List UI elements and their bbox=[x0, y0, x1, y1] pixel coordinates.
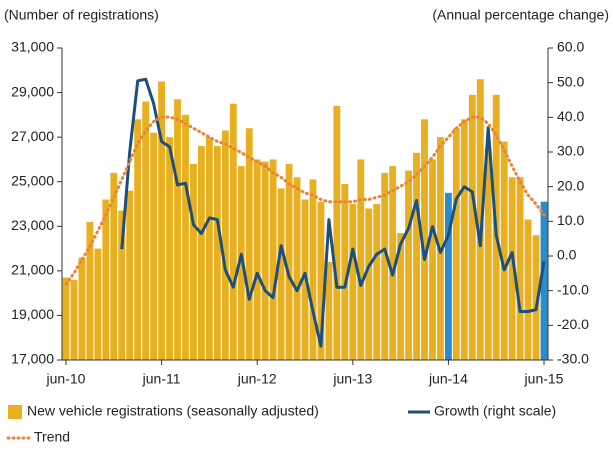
bar bbox=[198, 146, 205, 360]
y-tick-label: 31,000 bbox=[11, 39, 54, 55]
bar bbox=[317, 201, 325, 360]
bar bbox=[333, 105, 341, 360]
bar bbox=[229, 103, 237, 360]
y2-tick-label: 40.0 bbox=[557, 108, 584, 124]
bar bbox=[78, 257, 86, 360]
y-tick-label: 19,000 bbox=[11, 306, 54, 322]
bar bbox=[118, 210, 126, 360]
y-tick-label: 21,000 bbox=[11, 262, 54, 278]
bar bbox=[253, 159, 261, 360]
y2-tick-label: 50.0 bbox=[557, 73, 584, 89]
y2-tick-label: 10.0 bbox=[557, 212, 584, 228]
bar bbox=[349, 204, 357, 360]
y2-tick-label: 20.0 bbox=[557, 177, 584, 193]
bar bbox=[484, 148, 492, 360]
x-tick-label: jun-15 bbox=[524, 371, 564, 387]
bar bbox=[293, 177, 301, 360]
legend-swatch bbox=[8, 405, 22, 419]
bar bbox=[421, 119, 428, 360]
y-tick-label: 29,000 bbox=[11, 83, 54, 99]
bar bbox=[405, 170, 412, 360]
bar bbox=[94, 248, 102, 360]
bar bbox=[221, 130, 229, 360]
bar bbox=[213, 146, 221, 360]
y2-tick-label: -20.0 bbox=[557, 316, 589, 332]
bar bbox=[158, 81, 166, 360]
bar bbox=[516, 177, 524, 360]
x-tick-label: jun-10 bbox=[46, 371, 86, 387]
x-tick-label: jun-14 bbox=[428, 371, 468, 387]
bar bbox=[166, 137, 173, 360]
bar bbox=[365, 208, 373, 360]
bar bbox=[357, 159, 365, 360]
bar bbox=[269, 159, 277, 360]
bar bbox=[285, 163, 293, 360]
bar bbox=[190, 163, 197, 360]
bar bbox=[524, 219, 532, 360]
bar bbox=[460, 119, 468, 360]
y-axis-title: (Number of registrations) bbox=[4, 7, 159, 23]
legend-label: New vehicle registrations (seasonally ad… bbox=[27, 403, 319, 419]
bar bbox=[205, 137, 213, 360]
bar bbox=[182, 114, 189, 360]
bar bbox=[142, 101, 150, 360]
bar bbox=[309, 179, 317, 360]
bar bbox=[245, 128, 253, 360]
bar bbox=[468, 94, 476, 361]
bar bbox=[150, 132, 158, 360]
y-tick-label: 27,000 bbox=[11, 128, 54, 144]
bar bbox=[540, 201, 548, 360]
bar bbox=[174, 99, 181, 360]
bar bbox=[110, 172, 118, 360]
y-tick-label: 17,000 bbox=[11, 351, 54, 367]
bar bbox=[381, 172, 389, 360]
bar bbox=[452, 128, 460, 360]
x-tick-label: jun-13 bbox=[332, 371, 372, 387]
bar bbox=[70, 279, 78, 360]
y-tick-label: 25,000 bbox=[11, 172, 54, 188]
bar bbox=[413, 152, 420, 360]
y2-tick-label: -30.0 bbox=[557, 351, 589, 367]
y-tick-label: 23,000 bbox=[11, 217, 54, 233]
bar bbox=[102, 199, 110, 360]
y2-tick-label: 0.0 bbox=[557, 247, 577, 263]
bar bbox=[532, 235, 540, 360]
bar bbox=[373, 204, 381, 360]
y2-tick-label: 30.0 bbox=[557, 143, 584, 159]
bar bbox=[397, 232, 405, 360]
y2-tick-label: -10.0 bbox=[557, 281, 589, 297]
bar bbox=[277, 188, 285, 360]
legend-label: Trend bbox=[34, 429, 70, 445]
y2-axis-title: (Annual percentage change) bbox=[432, 7, 609, 23]
x-tick-label: jun-11 bbox=[142, 371, 181, 387]
legend-label: Growth (right scale) bbox=[434, 403, 556, 419]
bar bbox=[325, 261, 333, 360]
trend-line bbox=[64, 115, 546, 286]
bar bbox=[237, 166, 245, 360]
growth-line bbox=[120, 77, 546, 348]
bar bbox=[389, 166, 397, 360]
bar bbox=[444, 192, 452, 360]
bar bbox=[429, 159, 436, 360]
bar bbox=[126, 190, 134, 360]
bar bbox=[500, 141, 508, 360]
bar bbox=[476, 79, 484, 360]
bar bbox=[134, 119, 142, 360]
bar bbox=[62, 277, 70, 360]
bar bbox=[261, 161, 269, 360]
y2-tick-label: 60.0 bbox=[557, 39, 584, 55]
bar bbox=[508, 177, 516, 360]
bar bbox=[341, 183, 349, 360]
x-tick-label: jun-12 bbox=[237, 371, 277, 387]
bar bbox=[86, 221, 94, 360]
